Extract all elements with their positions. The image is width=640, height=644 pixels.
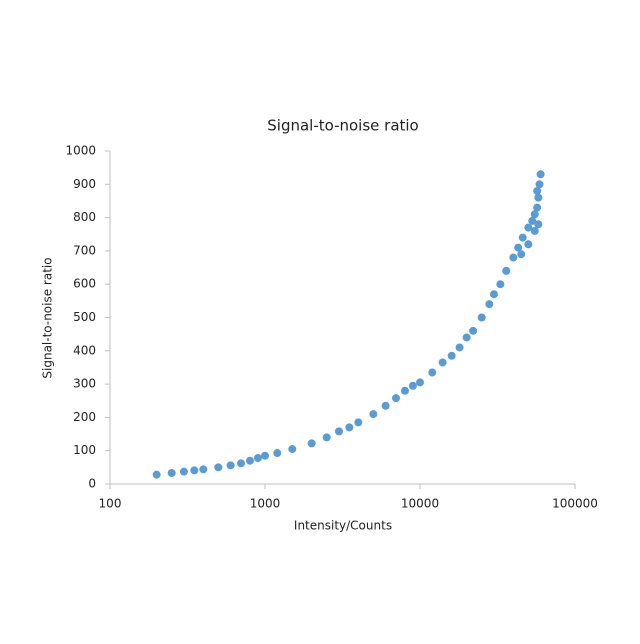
point	[261, 451, 269, 460]
y-tick-label: 100	[73, 443, 96, 457]
point	[438, 358, 447, 367]
point	[535, 180, 544, 189]
point	[152, 470, 161, 479]
point	[528, 216, 537, 225]
y-tick-label: 400	[73, 343, 96, 357]
point	[533, 203, 542, 212]
point	[381, 401, 390, 410]
point	[455, 343, 464, 352]
y-tick-label: 800	[73, 210, 96, 224]
point	[391, 394, 400, 403]
point	[199, 465, 208, 474]
y-tick-label: 600	[73, 277, 96, 291]
point	[477, 313, 486, 322]
point	[322, 433, 331, 442]
point	[514, 243, 523, 252]
point	[524, 240, 533, 249]
point	[226, 461, 235, 470]
point	[469, 326, 478, 335]
point	[245, 456, 254, 465]
point	[530, 226, 539, 235]
point	[354, 418, 363, 427]
point	[408, 381, 417, 390]
y-tick-label: 900	[73, 177, 96, 191]
point	[288, 445, 297, 454]
x-tick-label: 1000	[250, 497, 281, 511]
point	[179, 467, 188, 476]
point	[253, 454, 262, 463]
y-tick-label: 0	[88, 477, 96, 491]
y-tick-label: 1000	[65, 144, 96, 158]
x-tick-label: 10000	[401, 497, 439, 511]
x-tick-label: 100	[99, 497, 122, 511]
x-tick-label: 100000	[552, 497, 598, 511]
point	[416, 378, 424, 387]
x-axis-label: Intensity/Counts	[294, 519, 392, 533]
point	[485, 300, 494, 309]
point	[524, 223, 533, 232]
point	[509, 253, 518, 262]
point	[517, 250, 526, 259]
point	[533, 186, 542, 195]
point	[518, 233, 527, 242]
y-tick-label: 500	[73, 310, 96, 324]
y-tick-label: 200	[73, 410, 96, 424]
point	[534, 193, 543, 202]
point	[462, 333, 471, 342]
point	[534, 220, 543, 229]
point	[190, 466, 199, 475]
point	[167, 469, 176, 478]
point	[236, 459, 245, 468]
chart-title: Signal-to-noise ratio	[267, 117, 419, 135]
point	[345, 423, 354, 432]
point	[447, 351, 456, 360]
point	[273, 449, 282, 458]
point	[536, 170, 545, 179]
point	[214, 463, 223, 472]
y-tick-label: 700	[73, 243, 96, 257]
point	[530, 210, 539, 219]
point	[307, 439, 316, 448]
point	[502, 266, 511, 275]
point	[496, 280, 505, 289]
point	[489, 290, 498, 299]
y-axis-label: Signal-to-noise ratio	[41, 257, 55, 378]
y-tick-label: 300	[73, 377, 96, 391]
point	[400, 386, 409, 395]
point	[369, 410, 378, 419]
point	[428, 368, 437, 377]
point	[334, 427, 343, 436]
